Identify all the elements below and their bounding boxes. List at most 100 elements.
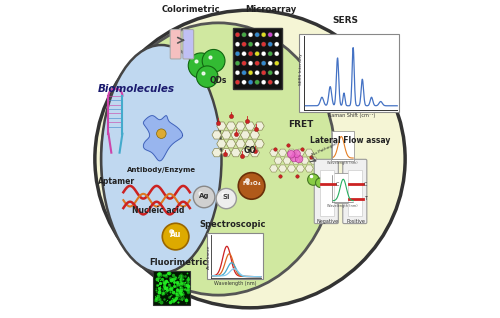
Circle shape — [188, 53, 214, 78]
Text: Aptamer: Aptamer — [98, 177, 136, 186]
Text: Positive: Positive — [346, 219, 366, 224]
Bar — [348, 170, 362, 216]
Circle shape — [238, 173, 265, 199]
FancyBboxPatch shape — [314, 159, 338, 224]
Text: Wavelength (nm): Wavelength (nm) — [328, 204, 358, 208]
Bar — [320, 170, 334, 216]
Circle shape — [248, 80, 253, 85]
Circle shape — [316, 178, 325, 188]
Ellipse shape — [101, 45, 222, 273]
Circle shape — [235, 52, 240, 56]
Circle shape — [242, 61, 246, 66]
Text: GO: GO — [244, 146, 256, 155]
Text: C: C — [364, 182, 368, 187]
Text: Nucleic acid: Nucleic acid — [132, 206, 184, 215]
Circle shape — [268, 70, 272, 75]
Circle shape — [235, 32, 240, 37]
Circle shape — [268, 61, 272, 66]
Circle shape — [242, 32, 246, 37]
Circle shape — [255, 61, 260, 66]
Circle shape — [296, 155, 303, 163]
Text: Raman Shift (cm⁻¹): Raman Shift (cm⁻¹) — [328, 113, 376, 118]
Circle shape — [274, 80, 279, 85]
Circle shape — [242, 80, 246, 85]
Polygon shape — [144, 116, 182, 161]
Circle shape — [274, 61, 279, 66]
Text: SERS: SERS — [332, 16, 358, 25]
Text: $\mathregular{Fe_3O_4}$: $\mathregular{Fe_3O_4}$ — [242, 179, 262, 188]
Circle shape — [248, 61, 253, 66]
Text: Lateral Flow assay: Lateral Flow assay — [310, 136, 390, 145]
Circle shape — [248, 70, 253, 75]
Bar — [154, 271, 190, 305]
Circle shape — [274, 32, 279, 37]
Circle shape — [255, 70, 260, 75]
Circle shape — [268, 80, 272, 85]
Text: Spectroscopic: Spectroscopic — [200, 220, 266, 229]
FancyBboxPatch shape — [343, 159, 367, 224]
Circle shape — [288, 150, 295, 158]
Circle shape — [292, 150, 300, 157]
Circle shape — [194, 186, 215, 208]
Text: Wavelength (nm): Wavelength (nm) — [214, 281, 256, 286]
Circle shape — [274, 52, 279, 56]
Circle shape — [255, 52, 260, 56]
Bar — [330, 130, 354, 161]
Circle shape — [268, 52, 272, 56]
Circle shape — [262, 32, 266, 37]
Text: Fluorimetric: Fluorimetric — [150, 258, 208, 267]
Circle shape — [248, 42, 253, 46]
Text: No Pathogen: No Pathogen — [312, 142, 338, 157]
Text: Si: Si — [222, 194, 230, 200]
FancyBboxPatch shape — [183, 30, 194, 59]
Bar — [232, 28, 281, 89]
Circle shape — [268, 32, 272, 37]
Circle shape — [248, 52, 253, 56]
Ellipse shape — [95, 10, 405, 308]
Text: Wavelength (nm): Wavelength (nm) — [328, 161, 358, 165]
Circle shape — [235, 42, 240, 46]
Circle shape — [156, 129, 166, 138]
Ellipse shape — [101, 23, 336, 295]
Text: Antibody/Enzyme: Antibody/Enzyme — [127, 167, 196, 173]
Circle shape — [216, 189, 236, 209]
Text: Microarray: Microarray — [245, 5, 296, 14]
Circle shape — [274, 42, 279, 46]
Circle shape — [235, 80, 240, 85]
Text: QDs: QDs — [210, 76, 227, 85]
Bar — [299, 34, 399, 112]
Text: FRET: FRET — [288, 120, 314, 129]
Text: Biomolecules: Biomolecules — [98, 84, 174, 94]
Text: Ag: Ag — [199, 193, 209, 199]
FancyBboxPatch shape — [170, 30, 181, 59]
Circle shape — [255, 42, 260, 46]
Circle shape — [255, 80, 260, 85]
Circle shape — [268, 42, 272, 46]
Circle shape — [242, 70, 246, 75]
Text: Absorbance: Absorbance — [206, 244, 210, 268]
Circle shape — [308, 174, 319, 185]
Circle shape — [235, 70, 240, 75]
Bar — [208, 233, 262, 279]
Circle shape — [202, 50, 225, 72]
Text: SERS Intensity: SERS Intensity — [299, 54, 303, 86]
Circle shape — [262, 70, 266, 75]
Circle shape — [196, 66, 218, 87]
Text: C: C — [336, 182, 339, 187]
Text: Au: Au — [170, 230, 181, 239]
Text: Negative: Negative — [316, 219, 338, 224]
Circle shape — [262, 80, 266, 85]
Circle shape — [242, 42, 246, 46]
Bar — [330, 173, 354, 203]
Circle shape — [255, 32, 260, 37]
Text: T: T — [364, 196, 367, 201]
Circle shape — [262, 61, 266, 66]
Circle shape — [242, 52, 246, 56]
Circle shape — [235, 61, 240, 66]
Text: Colorimetric: Colorimetric — [162, 5, 220, 14]
Circle shape — [162, 223, 189, 250]
Circle shape — [290, 154, 298, 162]
Circle shape — [262, 42, 266, 46]
Circle shape — [262, 52, 266, 56]
Circle shape — [274, 70, 279, 75]
